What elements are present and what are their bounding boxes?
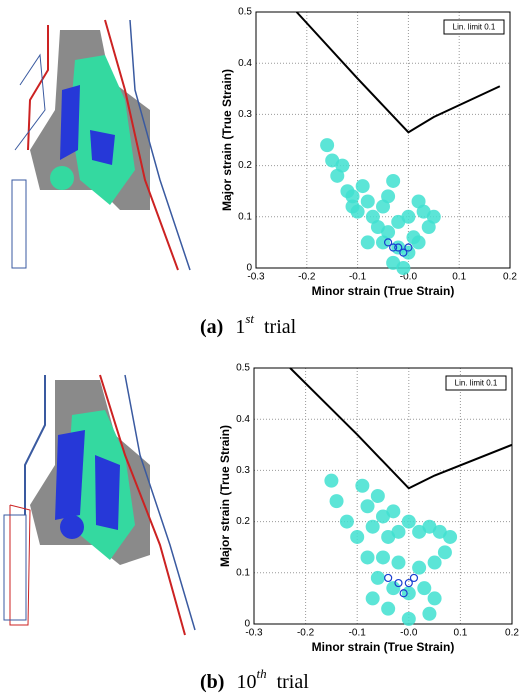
y-tick-label: 0.5 — [236, 363, 250, 374]
caption-sup: th — [256, 666, 266, 681]
y-tick-label: 0.2 — [238, 160, 252, 171]
y-tick-label: 0.3 — [236, 465, 250, 476]
strain-point — [371, 571, 385, 585]
caption-number: 1 — [235, 316, 245, 338]
strain-point — [443, 530, 457, 544]
critical-point — [410, 574, 417, 581]
strain-point — [391, 525, 405, 539]
part-image — [4, 375, 195, 635]
strain-point — [386, 581, 400, 595]
caption-label: (a) — [200, 316, 223, 338]
strain-point — [330, 494, 344, 508]
caption-label: (b) — [200, 671, 224, 693]
strain-point — [335, 159, 349, 173]
strain-point — [401, 246, 415, 260]
x-tick-label: 0.1 — [453, 628, 467, 639]
strain-point — [356, 179, 370, 193]
x-tick-label: 0.2 — [505, 628, 519, 639]
strain-point — [346, 200, 360, 214]
strain-point — [324, 474, 338, 488]
strain-point — [381, 189, 395, 203]
x-axis-label: Minor strain (True Strain) — [312, 640, 455, 654]
strain-point — [402, 612, 416, 626]
strain-point — [366, 591, 380, 605]
annotation: Lin. limit 0.1 — [453, 23, 496, 32]
y-tick-label: 0.1 — [236, 567, 250, 578]
x-axis-label: Minor strain (True Strain) — [312, 284, 455, 298]
strain-point — [402, 586, 416, 600]
x-tick-label: -0.1 — [349, 272, 367, 283]
critical-point — [385, 574, 392, 581]
y-axis-label: Major strain (True Strain) — [218, 425, 232, 567]
strain-point — [391, 556, 405, 570]
strain-point — [366, 520, 380, 534]
y-tick-label: 0.1 — [238, 211, 252, 222]
strain-point — [386, 504, 400, 518]
y-tick-label: 0.4 — [238, 58, 252, 69]
x-tick-label: -0.1 — [349, 628, 367, 639]
strain-point — [376, 550, 390, 564]
strain-point — [438, 545, 452, 559]
strain-point — [355, 479, 369, 493]
strain-point — [386, 174, 400, 188]
strain-point — [422, 607, 436, 621]
strain-point — [320, 138, 334, 152]
y-tick-label: 0 — [246, 263, 252, 274]
strain-point — [412, 561, 426, 575]
caption-number: 10 — [236, 671, 256, 693]
figure: -0.3-0.2-0.1-0.00.10.200.10.20.30.40.5Li… — [0, 0, 525, 699]
x-tick-label: 0.2 — [503, 272, 517, 283]
part-image — [12, 20, 190, 270]
strain-point — [350, 530, 364, 544]
y-tick-label: 0.3 — [238, 109, 252, 120]
x-tick-label: -0.0 — [400, 628, 418, 639]
strain-point — [428, 556, 442, 570]
strain-point — [422, 220, 436, 234]
strain-point — [381, 602, 395, 616]
strain-point — [401, 210, 415, 224]
strain-point — [396, 261, 410, 275]
annotation: Lin. limit 0.1 — [455, 379, 498, 388]
x-tick-label: 0.1 — [452, 272, 466, 283]
strain-point — [428, 591, 442, 605]
strain-point — [371, 489, 385, 503]
strain-point — [417, 581, 431, 595]
strain-point — [361, 550, 375, 564]
y-tick-label: 0 — [244, 619, 250, 630]
y-tick-label: 0.4 — [236, 414, 250, 425]
caption-text: trial — [264, 316, 297, 338]
y-axis-label: Major strain (True Strain) — [220, 69, 234, 211]
strain-point — [361, 499, 375, 513]
strain-point — [361, 235, 375, 249]
caption-sup: st — [245, 311, 254, 326]
y-tick-label: 0.2 — [236, 516, 250, 527]
strain-point — [376, 235, 390, 249]
strain-point — [361, 194, 375, 208]
strain-point — [412, 235, 426, 249]
strain-point — [340, 515, 354, 529]
x-tick-label: -0.2 — [298, 272, 316, 283]
caption-text: trial — [277, 671, 310, 693]
x-tick-label: -0.2 — [297, 628, 315, 639]
y-tick-label: 0.5 — [238, 7, 252, 18]
strain-point — [402, 515, 416, 529]
